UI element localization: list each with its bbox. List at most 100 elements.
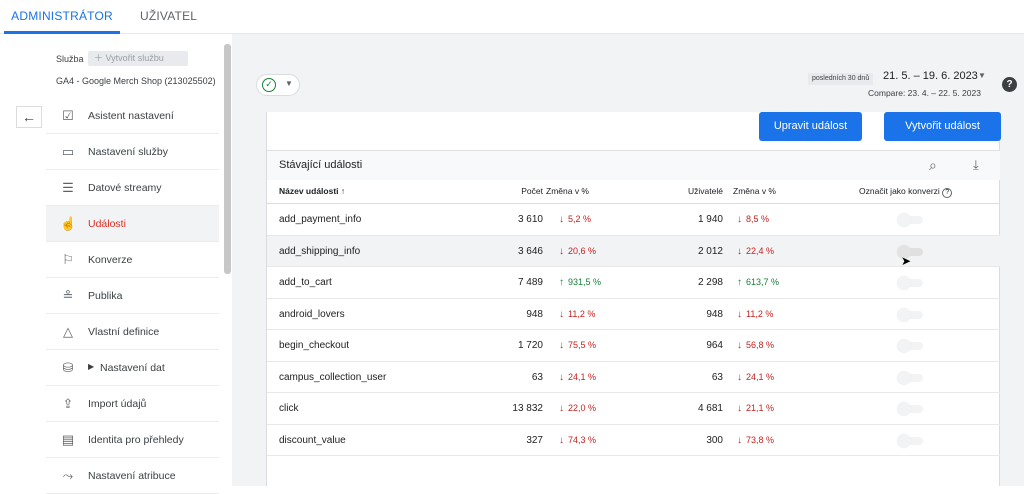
sidebar-nav: ☑ Asistent nastavení ▭ Nastavení služby … bbox=[46, 98, 219, 494]
column-header-name[interactable]: Název události ↑ bbox=[279, 186, 346, 196]
table-row[interactable]: add_shipping_info 3 646 ↓ 20,6 % 2 012 ↓ 22,4 … bbox=[267, 235, 1000, 267]
toggle-track bbox=[901, 373, 923, 382]
sidebar-item-label: Asistent nastavení bbox=[88, 110, 174, 122]
users-change: ↓ 8,5 % bbox=[737, 214, 769, 225]
arrow-down-icon: ↓ bbox=[737, 245, 742, 257]
column-header-count-change[interactable]: Změna v % bbox=[546, 186, 589, 196]
help-icon[interactable]: ? bbox=[1002, 77, 1017, 92]
event-count: 13 832 bbox=[512, 403, 543, 414]
sidebar-item-label: Nastavení dat bbox=[100, 362, 165, 374]
arrow-down-icon: ↓ bbox=[737, 403, 742, 414]
users-change-value: 613,7 % bbox=[746, 277, 780, 287]
sidebar-item-events[interactable]: ☝ Události bbox=[46, 206, 219, 242]
event-name[interactable]: add_to_cart bbox=[279, 277, 332, 288]
sidebar-item-custom-definitions[interactable]: △ Vlastní definice bbox=[46, 314, 219, 350]
sidebar-item-data-import[interactable]: ⇪ Import údajů bbox=[46, 386, 219, 422]
event-name[interactable]: campus_collection_user bbox=[279, 371, 387, 383]
toggle-knob bbox=[897, 370, 911, 385]
conversion-toggle[interactable] bbox=[897, 244, 923, 259]
sidebar-item-setup-assistant[interactable]: ☑ Asistent nastavení bbox=[46, 98, 219, 134]
users-change: ↓ 22,4 % bbox=[737, 246, 774, 257]
arrow-down-icon: ↓ bbox=[737, 371, 742, 383]
table-row[interactable]: add_payment_info 3 610 ↓ 5,2 % 1 940 ↓ 8,5 % bbox=[267, 204, 1000, 236]
arrow-down-icon: ↓ bbox=[737, 340, 742, 351]
sidebar-item-label: Publika bbox=[88, 290, 123, 302]
tab-user[interactable]: UŽIVATEL bbox=[140, 9, 198, 23]
download-icon[interactable]: ⤓ bbox=[973, 157, 979, 172]
help-circle-icon[interactable]: ? bbox=[942, 188, 953, 198]
arrow-up-icon: ↑ bbox=[737, 277, 742, 288]
count-change-value: 931,5 % bbox=[568, 277, 602, 287]
users-change-value: 11,2 % bbox=[746, 308, 774, 319]
table-row[interactable]: android_lovers 948 ↓ 11,2 % 948 ↓ 11,2 % bbox=[267, 299, 1000, 330]
count-change: ↓ 22,0 % bbox=[559, 403, 596, 414]
count-change: ↓ 11,2 % bbox=[559, 309, 595, 320]
conversion-toggle[interactable] bbox=[897, 402, 923, 416]
sidebar-item-label: Import údajů bbox=[88, 398, 147, 410]
event-users: 2 298 bbox=[697, 277, 723, 288]
toggle-knob bbox=[897, 276, 911, 290]
sidebar-item-service-settings[interactable]: ▭ Nastavení služby bbox=[46, 134, 219, 170]
table-row[interactable]: add_to_cart 7 489 ↑ 931,5 % 2 298 ↑ 613,7 % bbox=[267, 267, 1000, 299]
conversion-toggle[interactable] bbox=[897, 339, 923, 353]
check-circle-icon: ✓ bbox=[262, 78, 276, 92]
arrow-down-icon: ↓ bbox=[559, 214, 564, 225]
sidebar-scrollbar[interactable] bbox=[224, 44, 231, 274]
column-header-users[interactable]: Uživatelé bbox=[688, 186, 723, 196]
event-name[interactable]: begin_checkout bbox=[279, 340, 350, 351]
toggle-track bbox=[901, 247, 923, 256]
conversion-toggle[interactable] bbox=[897, 307, 923, 322]
count-change-value: 75,5 % bbox=[568, 340, 597, 350]
status-filter-button[interactable]: ✓ ▼ bbox=[256, 74, 300, 96]
event-name[interactable]: add_payment_info bbox=[279, 214, 362, 225]
event-name[interactable]: android_lovers bbox=[279, 308, 345, 320]
table-row[interactable]: discount_value 327 ↓ 74,3 % 300 ↓ 73,8 % bbox=[267, 425, 1000, 456]
conversion-toggle[interactable] bbox=[897, 276, 923, 290]
edit-event-button[interactable]: Upravit událost bbox=[759, 112, 862, 141]
chevron-down-icon[interactable]: ▼ bbox=[978, 71, 986, 80]
conversion-header-label: Označit jako konverzi bbox=[859, 186, 940, 196]
mouse-cursor-icon: ➤ bbox=[901, 254, 912, 268]
users-change-value: 56,8 % bbox=[746, 340, 775, 350]
sidebar-item-label: Vlastní definice bbox=[88, 326, 160, 338]
back-arrow-icon[interactable]: ← bbox=[16, 106, 42, 128]
column-header-count[interactable]: Počet bbox=[521, 186, 543, 196]
count-change: ↓ 24,1 % bbox=[559, 372, 596, 383]
service-label: Služba bbox=[56, 54, 84, 64]
event-count: 948 bbox=[526, 308, 543, 320]
create-service-label: Vytvořit službu bbox=[105, 53, 164, 63]
table-row[interactable]: click 13 832 ↓ 22,0 % 4 681 ↓ 21,1 % bbox=[267, 393, 1000, 425]
conversion-toggle[interactable] bbox=[897, 433, 923, 448]
sidebar-item-audiences[interactable]: ≗ Publika bbox=[46, 278, 219, 314]
arrow-down-icon: ↓ bbox=[737, 434, 742, 446]
toggle-track bbox=[901, 436, 923, 445]
search-icon[interactable]: ⌕ bbox=[929, 157, 937, 173]
event-name[interactable]: discount_value bbox=[279, 434, 346, 446]
users-change: ↓ 73,8 % bbox=[737, 435, 774, 446]
count-change: ↓ 75,5 % bbox=[559, 340, 596, 351]
streams-icon: ☰ bbox=[62, 180, 74, 195]
users-change-value: 73,8 % bbox=[746, 434, 775, 445]
sidebar-item-attribution-settings[interactable]: ⤳ Nastavení atribuce bbox=[46, 458, 219, 494]
toggle-track bbox=[901, 279, 923, 287]
table-row[interactable]: campus_collection_user 63 ↓ 24,1 % 63 ↓ 24,1 % bbox=[267, 362, 1000, 393]
create-event-button[interactable]: Vytvořit událost bbox=[884, 112, 1001, 141]
event-count: 63 bbox=[531, 371, 543, 383]
date-range-selector[interactable]: 21. 5. – 19. 6. 2023 bbox=[883, 70, 978, 82]
count-change-value: 11,2 % bbox=[568, 308, 596, 319]
tab-administrator[interactable]: ADMINISTRÁTOR bbox=[4, 0, 120, 34]
sidebar-item-data-streams[interactable]: ☰ Datové streamy bbox=[46, 170, 219, 206]
sidebar: Služba ＋ Vytvořit službu GA4 - Google Me… bbox=[0, 34, 232, 494]
users-change: ↓ 56,8 % bbox=[737, 340, 774, 351]
event-name[interactable]: add_shipping_info bbox=[279, 245, 361, 257]
sidebar-item-conversions[interactable]: ⚐ Konverze bbox=[46, 242, 219, 278]
column-header-users-change[interactable]: Změna v % bbox=[733, 186, 776, 196]
sidebar-item-data-settings[interactable]: ⛁ ▶ Nastavení dat bbox=[46, 350, 219, 386]
conversion-toggle[interactable] bbox=[897, 213, 923, 227]
sidebar-item-reporting-identity[interactable]: ▤ Identita pro přehledy bbox=[46, 422, 219, 458]
conversion-toggle[interactable] bbox=[897, 370, 923, 385]
event-name[interactable]: click bbox=[279, 403, 299, 414]
create-service-button[interactable]: ＋ Vytvořit službu bbox=[88, 51, 188, 66]
table-row[interactable]: begin_checkout 1 720 ↓ 75,5 % 964 ↓ 56,8 % bbox=[267, 330, 1000, 362]
touch-icon: ☝ bbox=[60, 216, 77, 231]
